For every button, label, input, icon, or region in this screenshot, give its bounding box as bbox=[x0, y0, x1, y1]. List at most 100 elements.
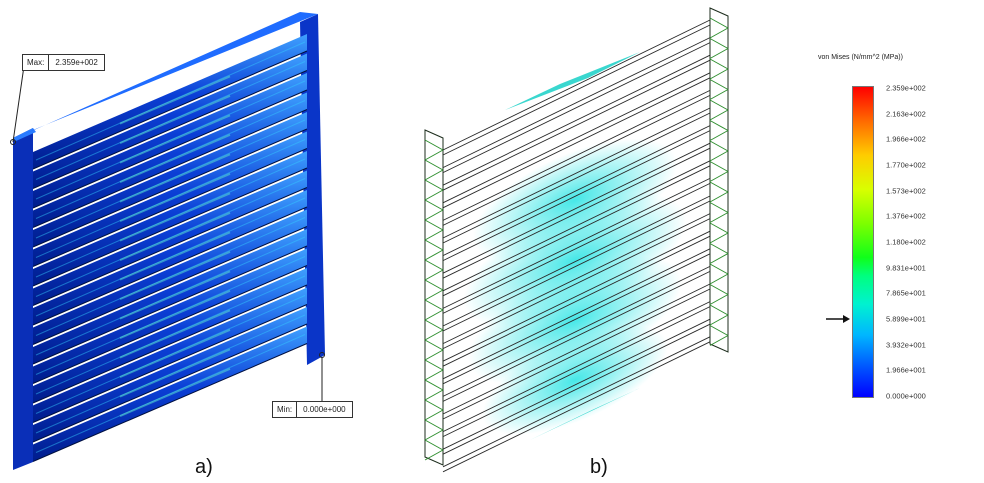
post-brace bbox=[424, 369, 444, 381]
wire-slat bbox=[442, 142, 711, 279]
post-brace bbox=[424, 329, 444, 341]
post-brace bbox=[424, 309, 444, 321]
wire-slat bbox=[442, 125, 711, 262]
min-callout: Min: 0.000e+000 bbox=[272, 401, 353, 418]
louver-slat bbox=[32, 112, 308, 248]
louver-slat bbox=[32, 190, 308, 326]
legend-tick: 7.865e+001 bbox=[886, 288, 926, 298]
wire-left-post bbox=[424, 129, 444, 466]
post-brace bbox=[424, 219, 444, 231]
max-callout: Max: 2.359e+002 bbox=[22, 54, 105, 71]
post-brace bbox=[709, 17, 729, 29]
post-brace bbox=[709, 109, 729, 121]
post-brace bbox=[709, 253, 729, 264]
post-brace bbox=[709, 273, 729, 285]
louver-slat bbox=[32, 73, 308, 209]
legend-title: von Mises (N/mm^2 (MPa)) bbox=[818, 54, 903, 61]
post-brace bbox=[424, 239, 444, 251]
post-brace bbox=[424, 359, 444, 371]
post-brace bbox=[709, 284, 729, 295]
legend-tick: 0.000e+000 bbox=[886, 391, 926, 401]
post-brace bbox=[709, 140, 729, 152]
wire-slat bbox=[442, 72, 711, 209]
wire-slat bbox=[442, 160, 711, 297]
wire-slat bbox=[442, 318, 711, 455]
wire-right-post bbox=[709, 7, 729, 353]
min-callout-key: Min: bbox=[273, 402, 298, 417]
wire-slat bbox=[442, 230, 711, 367]
post-brace bbox=[709, 263, 729, 275]
post-brace bbox=[709, 161, 729, 172]
wire-slat bbox=[442, 195, 711, 332]
post-brace bbox=[709, 212, 729, 223]
post-brace bbox=[709, 314, 729, 326]
max-callout-key: Max: bbox=[23, 55, 50, 70]
legend-tick: 9.831e+001 bbox=[886, 263, 926, 273]
model-a bbox=[13, 12, 325, 470]
louver-slat bbox=[32, 53, 308, 189]
post-brace bbox=[709, 150, 729, 162]
stress-hotspot-top bbox=[505, 52, 640, 110]
legend-tick: 5.899e+001 bbox=[886, 314, 926, 324]
model-b bbox=[424, 7, 729, 473]
legend-marker-arrow-icon bbox=[826, 315, 850, 323]
post-brace bbox=[709, 304, 729, 316]
post-brace bbox=[709, 171, 729, 182]
post-brace bbox=[424, 149, 444, 161]
post-brace bbox=[709, 48, 729, 59]
post-brace bbox=[709, 191, 729, 203]
legend-tick: 1.376e+002 bbox=[886, 211, 926, 221]
post-brace bbox=[424, 439, 444, 451]
post-brace bbox=[424, 449, 444, 461]
post-brace bbox=[424, 319, 444, 331]
wire-slat bbox=[442, 213, 711, 350]
post-brace bbox=[424, 339, 444, 351]
post-brace bbox=[709, 325, 729, 336]
louver-slat bbox=[32, 34, 308, 170]
post-brace bbox=[424, 409, 444, 421]
legend-tick: 2.163e+002 bbox=[886, 109, 926, 119]
legend-tick: 1.966e+002 bbox=[886, 134, 926, 144]
post-brace bbox=[709, 294, 729, 305]
wire-slat bbox=[442, 336, 711, 473]
max-callout-value: 2.359e+002 bbox=[55, 58, 98, 67]
louver-slat bbox=[32, 151, 308, 287]
legend-color-bar bbox=[852, 86, 874, 398]
wire-slat bbox=[442, 265, 711, 402]
stress-hotspot-bottom bbox=[530, 388, 640, 440]
left-post bbox=[13, 128, 33, 470]
post-brace bbox=[709, 120, 729, 131]
wire-slat bbox=[442, 54, 711, 191]
post-brace bbox=[709, 89, 729, 100]
post-brace bbox=[424, 279, 444, 291]
post-brace bbox=[424, 299, 444, 311]
post-brace bbox=[709, 130, 729, 141]
post-brace bbox=[709, 58, 729, 70]
legend-tick: 1.770e+002 bbox=[886, 160, 926, 170]
post-brace bbox=[424, 179, 444, 191]
post-brace bbox=[424, 429, 444, 441]
wire-slat bbox=[442, 107, 711, 244]
legend-tick: 3.932e+001 bbox=[886, 340, 926, 350]
post-brace bbox=[424, 289, 444, 301]
post-brace bbox=[424, 269, 444, 281]
wire-slat bbox=[442, 248, 711, 385]
louver-slat bbox=[32, 229, 308, 365]
wire-slat bbox=[442, 37, 711, 174]
post-brace bbox=[424, 399, 444, 411]
louver-slat bbox=[32, 326, 308, 462]
post-brace bbox=[424, 209, 444, 221]
post-brace bbox=[709, 202, 729, 213]
louver-slat bbox=[32, 268, 308, 404]
post-brace bbox=[424, 199, 444, 211]
wire-slat bbox=[442, 19, 711, 156]
post-brace bbox=[709, 68, 729, 80]
louver-slat bbox=[32, 307, 308, 443]
post-brace bbox=[424, 389, 444, 401]
panel-a-label: a) bbox=[195, 456, 213, 478]
post-brace bbox=[709, 181, 729, 193]
post-brace bbox=[709, 243, 729, 254]
panel-b-label: b) bbox=[590, 456, 608, 478]
post-brace bbox=[424, 379, 444, 391]
